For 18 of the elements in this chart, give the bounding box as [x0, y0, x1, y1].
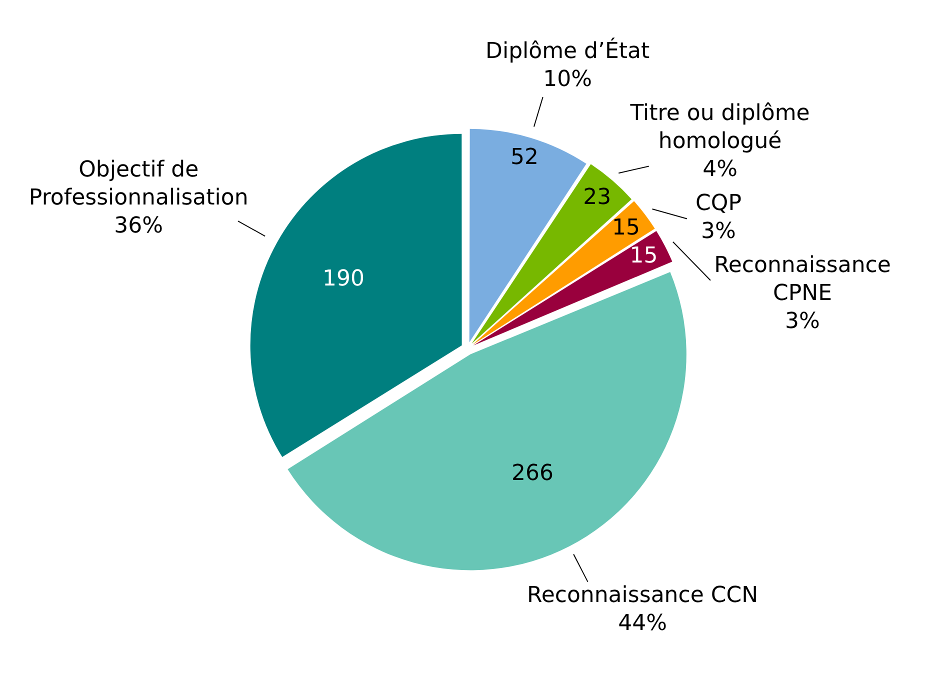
- slice-label: Diplôme d’État: [486, 37, 650, 64]
- data-label: 52: [510, 144, 539, 170]
- data-label: 266: [511, 461, 554, 486]
- data-label: 15: [612, 216, 640, 241]
- text: 3%: [701, 219, 736, 244]
- text: 10%: [543, 67, 592, 92]
- text: 4%: [702, 157, 738, 182]
- slice-label: Titre ou diplôme homologué: [629, 101, 810, 154]
- text: 3%: [785, 309, 820, 334]
- data-label: 15: [630, 244, 658, 269]
- slice-label: CQP: [696, 191, 742, 216]
- slice-label: Reconnaissance CPNE: [714, 253, 891, 306]
- data-label: 23: [583, 184, 612, 210]
- text: 36%: [114, 213, 164, 238]
- slice-label: Objectif de Professionnalisation: [28, 157, 248, 210]
- text: 44%: [618, 610, 667, 636]
- data-label: 190: [322, 266, 365, 292]
- slice-label: Reconnaissance CCN: [527, 582, 758, 608]
